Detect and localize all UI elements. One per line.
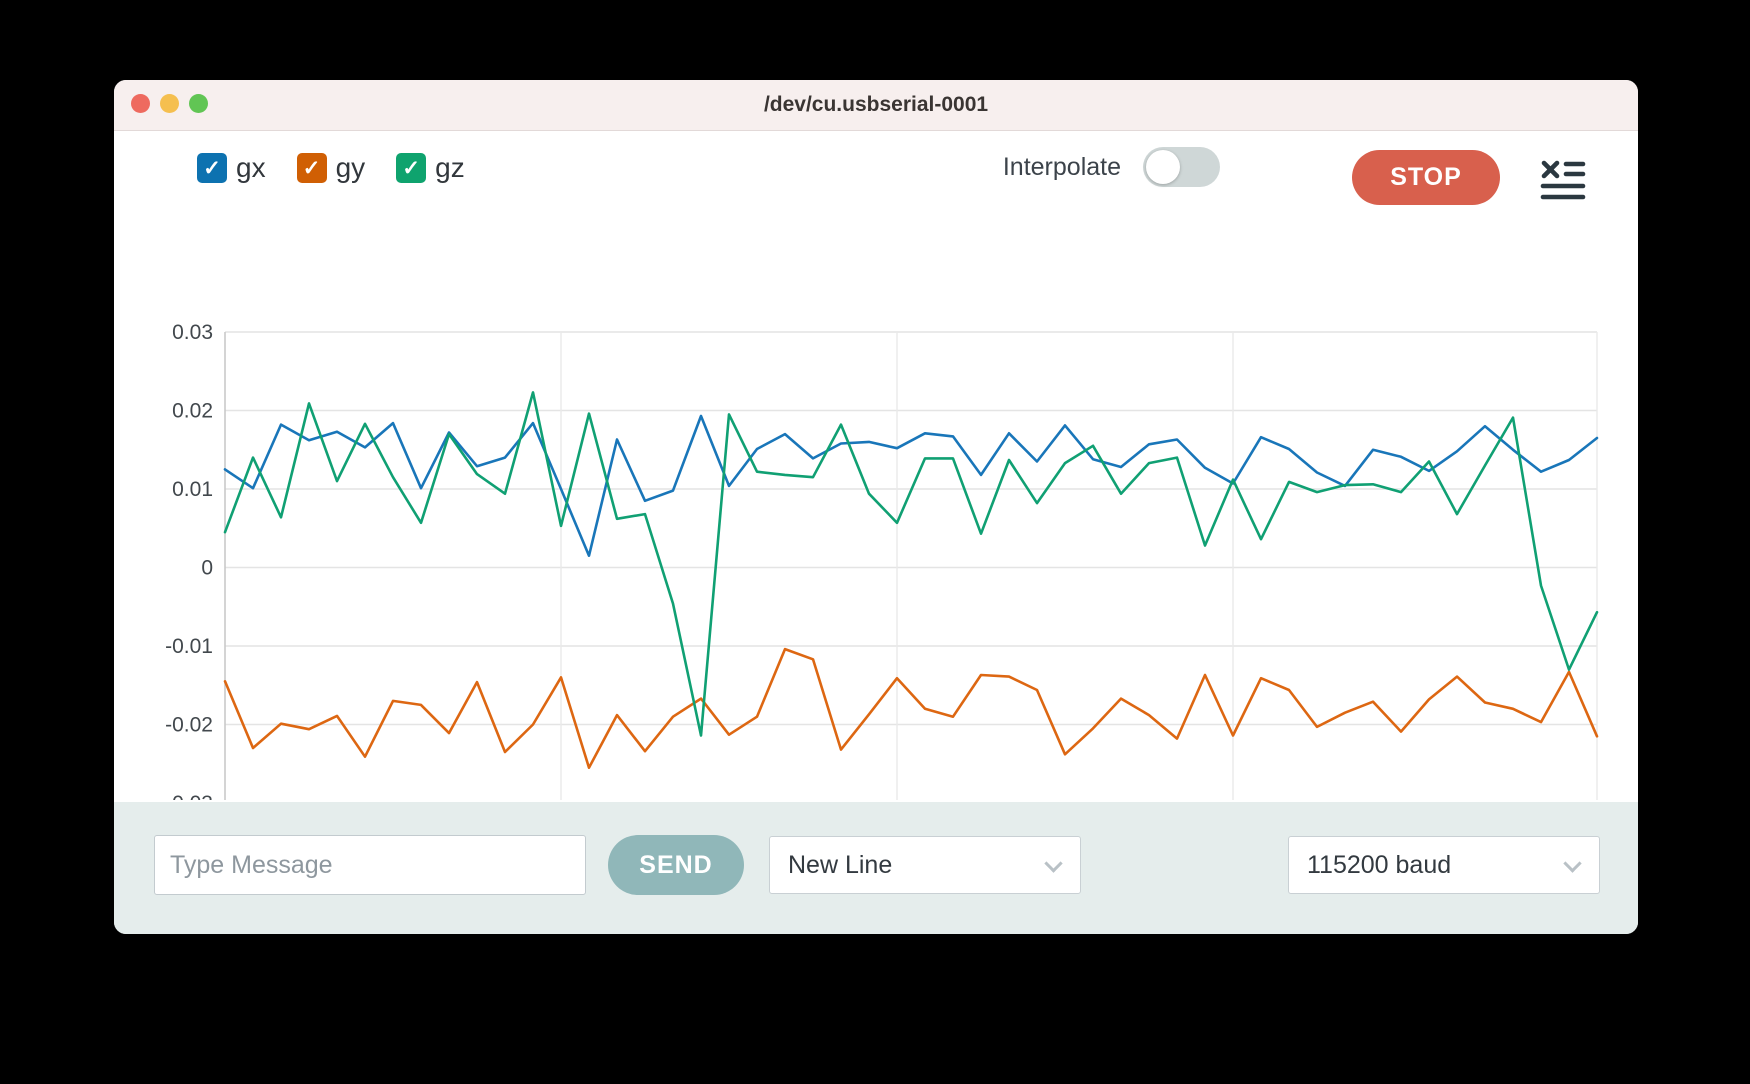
svg-text:0.03: 0.03 [172, 321, 213, 344]
checkbox-gz[interactable]: ✓ [396, 153, 427, 183]
close-button[interactable] [131, 94, 150, 113]
checkbox-gy[interactable]: ✓ [296, 153, 327, 183]
message-input[interactable] [154, 835, 586, 895]
zoom-button[interactable] [189, 94, 208, 113]
line-chart: 0.030.020.010-0.01-0.02-0.03137913911403… [165, 321, 1599, 800]
clear-list-icon[interactable] [1540, 159, 1586, 201]
stop-button[interactable]: STOP [1352, 150, 1500, 205]
toggle-knob-icon [1146, 150, 1180, 184]
serial-plotter-window: /dev/cu.usbserial-0001 ✓ gx ✓ gy ✓ gz Interpo… [114, 80, 1638, 934]
legend-item-gy: ✓ gy [296, 152, 366, 184]
svg-text:0.02: 0.02 [172, 400, 213, 423]
series-legend: ✓ gx ✓ gy ✓ gz [197, 152, 496, 184]
svg-text:-0.03: -0.03 [165, 792, 213, 800]
titlebar: /dev/cu.usbserial-0001 [114, 80, 1638, 131]
legend-label: gy [335, 152, 366, 183]
svg-text:-0.01: -0.01 [165, 635, 213, 658]
svg-text:0: 0 [201, 557, 213, 580]
toolbar: ✓ gx ✓ gy ✓ gz Interpolate STOP [114, 132, 1638, 222]
chevron-down-icon [1044, 854, 1063, 873]
send-button[interactable]: SEND [608, 835, 744, 895]
baud-rate-select[interactable]: 115200 baud [1288, 836, 1600, 894]
window-title: /dev/cu.usbserial-0001 [763, 93, 989, 116]
svg-text:-0.02: -0.02 [165, 714, 213, 737]
footer-bar: SEND New Line 115200 baud [114, 802, 1638, 934]
legend-label: gz [435, 152, 465, 183]
interpolate-group: Interpolate [1003, 147, 1220, 187]
chevron-down-icon [1563, 854, 1582, 873]
checkbox-gx[interactable]: ✓ [197, 153, 227, 183]
interpolate-toggle[interactable] [1143, 147, 1220, 187]
svg-text:0.01: 0.01 [172, 478, 213, 501]
legend-item-gx: ✓ gx [197, 152, 266, 184]
line-ending-value: New Line [788, 850, 893, 879]
interpolate-label: Interpolate [1002, 152, 1121, 181]
line-ending-select[interactable]: New Line [769, 836, 1081, 894]
baud-rate-value: 115200 baud [1307, 850, 1452, 879]
legend-label: gx [236, 152, 266, 183]
traffic-lights [131, 94, 208, 113]
minimize-button[interactable] [160, 94, 179, 113]
legend-item-gz: ✓ gz [396, 152, 465, 184]
